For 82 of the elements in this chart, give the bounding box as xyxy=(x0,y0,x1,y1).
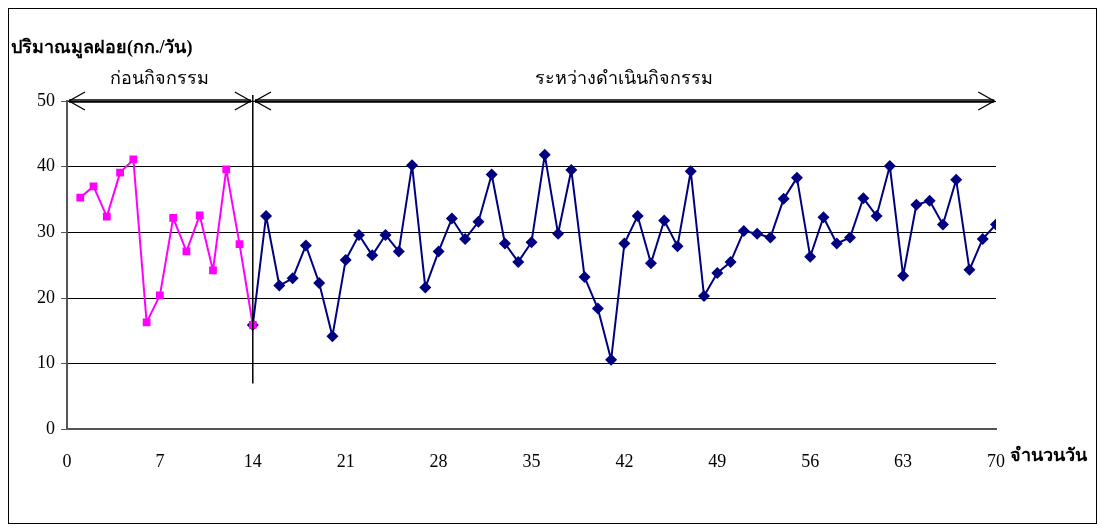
y-tick-label: 10 xyxy=(37,352,55,373)
point xyxy=(565,163,578,176)
point xyxy=(392,245,405,258)
x-tick-label: 63 xyxy=(894,450,913,471)
point xyxy=(209,266,217,275)
point xyxy=(222,165,231,174)
text: ก่อนกิจกรรม xyxy=(109,67,211,89)
point xyxy=(472,215,485,228)
point xyxy=(698,290,711,303)
point xyxy=(578,271,591,284)
point xyxy=(326,330,339,343)
point xyxy=(804,250,817,263)
point xyxy=(102,212,111,221)
point xyxy=(830,237,843,250)
x-tick-label: 28 xyxy=(429,450,448,471)
y-tick-label: 50 xyxy=(37,89,55,110)
x-tick-label: 0 xyxy=(62,450,72,471)
point xyxy=(419,281,432,294)
point xyxy=(644,257,657,270)
point xyxy=(432,245,445,258)
point xyxy=(142,318,151,327)
point xyxy=(591,302,604,315)
point xyxy=(366,249,379,262)
point xyxy=(950,173,963,186)
point xyxy=(129,155,138,164)
point xyxy=(618,237,631,250)
point xyxy=(299,239,312,252)
x-tick-label: 49 xyxy=(708,450,727,471)
point xyxy=(260,209,273,222)
point xyxy=(790,171,803,184)
x-tick-label: 56 xyxy=(801,450,820,471)
x-tick-label: 42 xyxy=(615,450,634,471)
x-tick-label: 21 xyxy=(336,450,355,471)
point xyxy=(286,272,299,285)
point xyxy=(671,240,684,253)
point xyxy=(459,232,472,245)
point xyxy=(89,182,98,191)
point xyxy=(273,279,286,292)
point xyxy=(870,209,883,222)
x-tick-label: 14 xyxy=(243,450,262,471)
x-tick-label: 7 xyxy=(155,450,165,471)
x-axis-title: จำนวนวัน xyxy=(1010,445,1088,466)
point xyxy=(751,227,764,240)
point xyxy=(235,240,244,249)
point xyxy=(313,276,326,289)
point xyxy=(936,218,949,231)
point xyxy=(339,253,352,266)
y-tick-label: 20 xyxy=(37,286,55,307)
point xyxy=(116,168,124,177)
point xyxy=(76,193,85,202)
x-tick-label: 35 xyxy=(522,450,541,471)
point xyxy=(910,198,923,211)
point xyxy=(923,194,936,207)
point xyxy=(963,263,976,276)
point xyxy=(658,214,671,227)
point xyxy=(512,255,525,268)
y-tick-label: 30 xyxy=(37,221,55,242)
point xyxy=(195,211,204,220)
point xyxy=(817,211,830,224)
point xyxy=(538,148,551,161)
x-tick-label: 70 xyxy=(987,450,1005,471)
point xyxy=(156,291,164,300)
point xyxy=(525,236,538,249)
point xyxy=(857,192,870,205)
point xyxy=(169,214,178,222)
point xyxy=(445,212,458,225)
point xyxy=(724,255,737,268)
point xyxy=(764,231,777,244)
y-axis-title: ปริมาณมูลฝอย(กก./วัน) xyxy=(11,36,193,59)
point xyxy=(631,209,644,222)
point xyxy=(498,237,511,250)
point xyxy=(485,168,498,181)
text: ระหว่างดำเนินกิจกรรม xyxy=(534,67,715,89)
y-tick-label: 0 xyxy=(46,418,55,439)
point xyxy=(379,228,392,241)
point xyxy=(844,231,857,244)
point xyxy=(976,232,989,245)
point xyxy=(737,225,750,238)
point xyxy=(352,228,365,241)
point xyxy=(777,192,790,205)
y-tick-label: 40 xyxy=(37,155,55,176)
point xyxy=(711,267,724,280)
